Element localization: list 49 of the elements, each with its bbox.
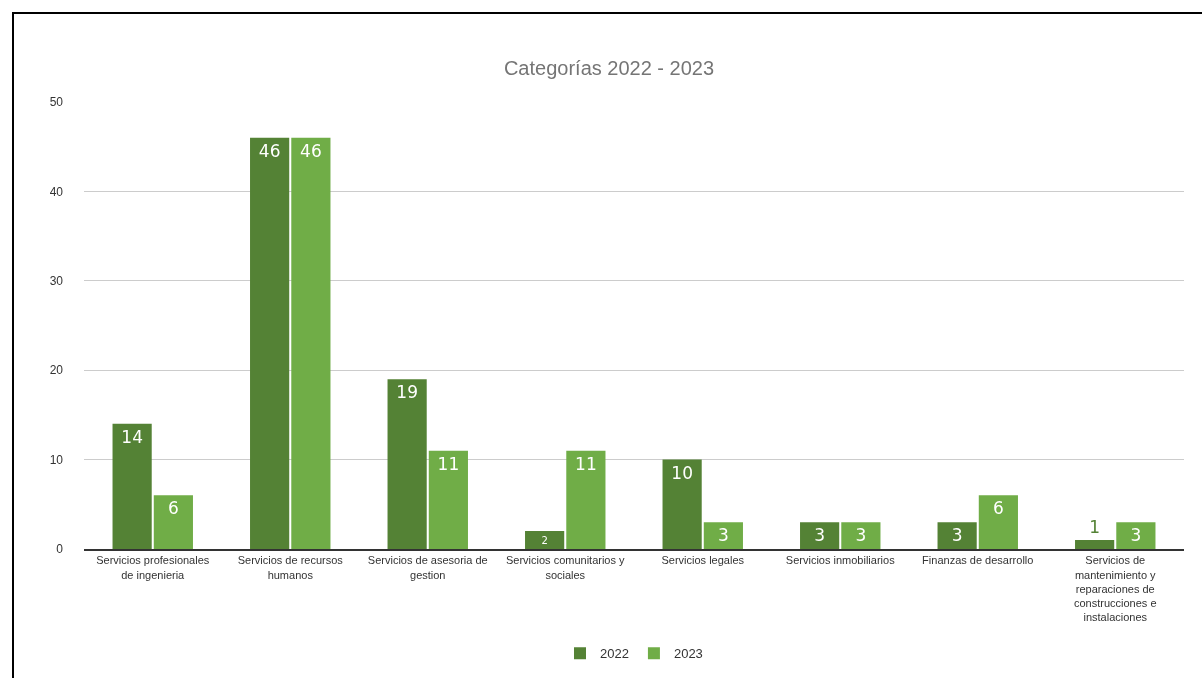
data-label: 3: [717, 525, 729, 546]
data-label: 3: [951, 525, 963, 546]
data-label: 14: [121, 426, 143, 447]
data-label: 6: [992, 498, 1004, 519]
data-label: 19: [396, 382, 418, 403]
bar: [250, 137, 290, 549]
y-tick-label: 0: [56, 542, 64, 557]
data-label: 3: [855, 525, 867, 546]
x-tick-label: Finanzas de desarrollo: [922, 554, 1034, 567]
data-label: 11: [575, 453, 597, 474]
x-tick-label: Servicios inmobiliarios: [785, 554, 896, 567]
x-tick-label: Servicios comunitarios y sociales: [505, 554, 626, 581]
legend-label: 2022: [600, 646, 629, 662]
x-tick-label: Servicios profesionales de ingenieria: [96, 554, 210, 581]
y-tick-label: 50: [49, 95, 64, 110]
data-label: 46: [258, 140, 281, 161]
y-tick-label: 20: [49, 363, 64, 378]
x-tick-label: Servicios legales: [661, 554, 745, 567]
x-tick-label: Servicios de asesoria de gestion: [367, 554, 488, 581]
data-label: 10: [671, 462, 693, 483]
data-label: 11: [437, 453, 460, 474]
y-tick-label: 40: [49, 184, 64, 199]
bar: [387, 379, 427, 549]
bar: [800, 522, 840, 549]
bar: [841, 522, 881, 549]
bar: [153, 495, 193, 549]
bar: [662, 459, 702, 549]
bar: [1075, 540, 1115, 549]
data-label: 2: [541, 534, 548, 546]
bar: [566, 450, 606, 549]
bar: [937, 522, 977, 549]
bar: [978, 495, 1018, 549]
x-tick-label: Servicios de mantenimiento y reparaciones de construcciones e instalaciones: [1073, 554, 1157, 624]
bar: [428, 450, 468, 549]
bar: [291, 137, 331, 549]
bar: [703, 522, 743, 549]
y-tick-label: 30: [49, 274, 64, 288]
legend-label: 2023: [673, 646, 703, 662]
data-label: 6: [167, 498, 179, 519]
data-label: 3: [1130, 525, 1142, 546]
data-label: 46: [300, 140, 322, 161]
data-label: 3: [814, 525, 826, 546]
x-tick-label: Servicios de recursos humanos: [237, 554, 344, 581]
chart-title: Categorías 2022 - 2023: [503, 56, 715, 79]
bar: [525, 531, 565, 549]
bar: [1116, 522, 1156, 549]
data-label: 1: [1089, 517, 1101, 538]
bar: [112, 423, 152, 549]
y-tick-label: 10: [49, 452, 64, 467]
